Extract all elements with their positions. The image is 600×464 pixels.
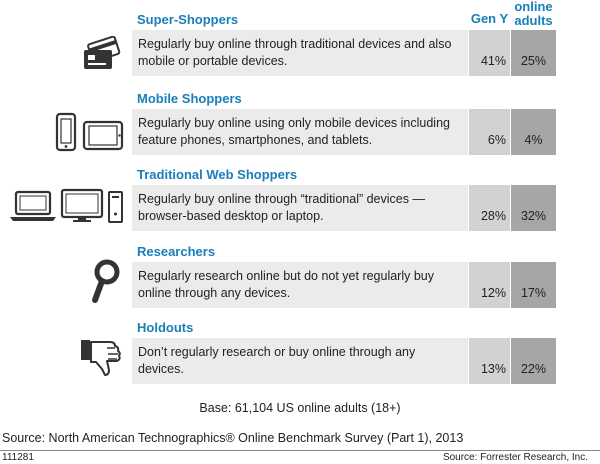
- phone-tablet-icon: [55, 112, 124, 152]
- gen-y-value: 28%: [469, 185, 510, 231]
- segment-description: Regularly buy online through “traditiona…: [132, 185, 468, 231]
- online-adults-value: 25%: [511, 30, 556, 76]
- gen-y-value: 41%: [469, 30, 510, 76]
- column-header-online-adults: online adults: [509, 0, 558, 28]
- credit-cards-icon: [84, 36, 121, 69]
- gen-y-value: 12%: [469, 262, 510, 308]
- segment-title: Holdouts: [137, 320, 194, 335]
- column-header-online-adults-line1: online: [514, 0, 553, 14]
- segment-title: Traditional Web Shoppers: [137, 167, 298, 182]
- column-header-gen-y: Gen Y: [470, 11, 509, 26]
- gen-y-value: 6%: [469, 109, 510, 155]
- thumbs-down-icon: [81, 340, 121, 376]
- magnifier-icon: [92, 259, 120, 303]
- segment-description: Regularly research online but do not yet…: [132, 262, 468, 308]
- source-credit: Source: Forrester Research, Inc.: [442, 452, 588, 463]
- segment-title: Super-Shoppers: [137, 12, 239, 27]
- segment-description: Don’t regularly research or buy online t…: [132, 338, 468, 384]
- online-adults-value: 4%: [511, 109, 556, 155]
- online-adults-value: 22%: [511, 338, 556, 384]
- base-note: Base: 61,104 US online adults (18+): [199, 401, 401, 415]
- source-note: Source: North American Technographics® O…: [2, 431, 464, 445]
- segment-title: Researchers: [137, 244, 216, 259]
- laptop-desktop-icon: [10, 188, 123, 223]
- segment-title: Mobile Shoppers: [137, 91, 242, 106]
- footer-divider: [0, 450, 600, 451]
- column-header-online-adults-line2: adults: [514, 13, 553, 28]
- figure-id: 111281: [2, 452, 34, 463]
- gen-y-value: 13%: [469, 338, 510, 384]
- online-adults-value: 32%: [511, 185, 556, 231]
- segment-description: Regularly buy online through traditional…: [132, 30, 468, 76]
- segment-description: Regularly buy online using only mobile d…: [132, 109, 468, 155]
- online-adults-value: 17%: [511, 262, 556, 308]
